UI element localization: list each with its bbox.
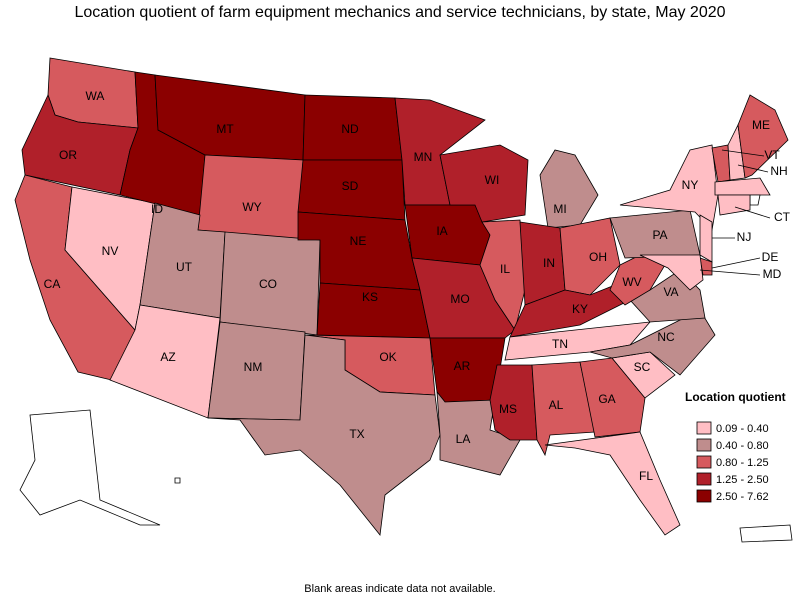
state [19,409,161,526]
leader-line [699,269,761,276]
state-label: NJ [737,230,752,244]
state [619,144,719,231]
legend-label: 0.40 - 0.80 [716,440,769,452]
state [579,357,646,438]
state-label: OH [589,250,607,264]
state-label: NH [770,164,787,178]
state-label: AR [454,359,471,373]
legend-swatch [696,455,712,469]
state [207,334,441,536]
state-label: SD [342,179,359,193]
state-label: WY [242,200,261,214]
state-label: DE [762,250,779,264]
state-label: OK [379,350,396,364]
state [197,154,304,241]
state-label: SC [634,360,651,374]
state [109,304,221,419]
state [559,217,621,296]
state-label: NM [244,360,263,374]
legend-label: 2.50 - 7.62 [716,491,769,503]
leader-line [721,149,765,157]
state [739,524,793,543]
state-label: CA [44,277,61,291]
state-label: NV [102,244,119,258]
state-label: MO [450,292,469,306]
state-label: ME [752,118,770,132]
state-label: ND [341,122,359,136]
state-label: NY [682,178,699,192]
state-label: PA [652,228,667,242]
legend-label: 0.09 - 0.40 [716,423,769,435]
legend-swatch [696,472,712,486]
state [436,390,521,476]
state-label: ID [151,202,163,216]
leader-line [737,164,769,173]
state [589,309,716,376]
legend-title: Location quotient [685,390,786,404]
state-label: IN [543,256,555,270]
state-label: MI [553,202,566,216]
state-label: FL [639,469,653,483]
state-label: CT [774,210,791,224]
legend-swatch [696,421,712,435]
state-label: KS [362,290,378,304]
state-label: VA [663,285,678,299]
state-label: IA [436,224,447,238]
state [544,431,681,536]
state [639,254,704,291]
state-label: WI [485,173,500,187]
leader-line [734,206,771,219]
state-label: TX [349,427,364,441]
state [749,194,761,206]
legend-swatch [696,489,712,503]
state-label: NE [350,234,367,248]
state-label: MT [216,122,234,136]
state-label: MS [499,402,517,416]
legend: Location quotient 0.09 - 0.40 0.40 - 0.80… [685,390,786,503]
state-label: CO [259,277,277,291]
state-label: MD [763,267,782,281]
state-label: LA [456,432,471,446]
state-label: WV [622,275,641,289]
state-label: IL [500,262,510,276]
state-label: TN [552,337,568,351]
note: Blank areas indicate data not available. [304,583,495,595]
state-label: MN [414,150,433,164]
state-label: AL [549,398,564,412]
state-label: OR [59,148,77,162]
legend-label: 0.80 - 1.25 [716,457,769,469]
legend-label: 1.25 - 2.50 [716,474,769,486]
states: WA OR CA NV ID MT WY UT AZ CO NM ND SD NE KS OK TX MN IA MO… [14,57,793,543]
state [717,194,751,216]
state-label: AZ [160,350,175,364]
state [699,214,713,263]
state-label: WA [86,89,105,103]
legend-swatch [696,438,712,452]
map-title: Location quotient of farm equipment mech… [74,4,725,21]
state-label: NC [657,330,675,344]
leader-line [711,257,761,269]
state [539,149,599,229]
state [714,177,771,196]
state-label: UT [176,260,193,274]
state-label: GA [598,392,615,406]
state [174,477,181,484]
state [439,144,529,223]
state-label: KY [572,302,588,316]
state [737,94,789,179]
state-label: VT [764,148,780,162]
